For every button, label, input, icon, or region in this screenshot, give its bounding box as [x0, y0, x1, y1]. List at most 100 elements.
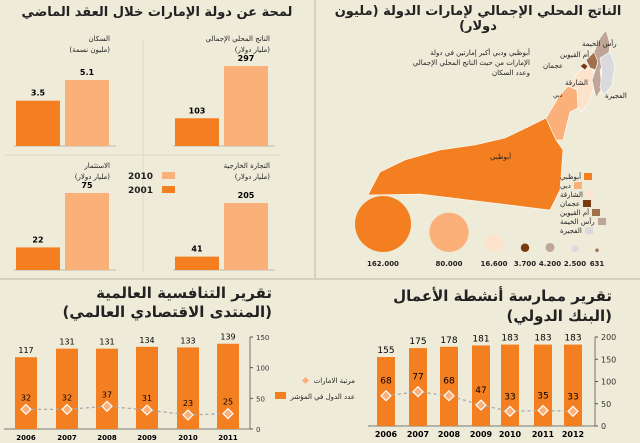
bar-label: 205 [238, 191, 255, 200]
bar-2012 [564, 344, 582, 426]
rank-marker [412, 385, 424, 398]
rank-marker [504, 405, 516, 418]
legend-2010-label: 2010 [128, 172, 154, 182]
x-tick-label: 2006 [16, 434, 36, 442]
rank-marker [20, 403, 32, 416]
map-label-sharjah: الشارقة [565, 79, 588, 87]
rank-marker [537, 404, 549, 417]
map-label-abudhabi: أبوظبي [490, 153, 512, 161]
bar-value-label: 183 [534, 334, 551, 344]
rank-marker [475, 399, 487, 411]
y-tick-label: 50 [256, 395, 265, 403]
rank-marker [61, 403, 73, 416]
bubble [485, 234, 503, 252]
legend-swatch [584, 227, 593, 234]
bar-2001 [175, 256, 219, 270]
trade-unit: (مليار دولار) [234, 173, 270, 181]
legend-label: رأس الخيمة [560, 217, 595, 226]
x-tick-label: 2008 [97, 434, 117, 442]
y-tick-label: 0 [256, 426, 260, 434]
legend-swatch [597, 218, 606, 225]
map-legend-item: الفجيرة [560, 226, 608, 235]
legend-2001-swatch [162, 186, 176, 193]
map-region-0 [367, 117, 564, 211]
bubble [571, 245, 579, 252]
bar-value-label: 131 [59, 338, 74, 347]
rank-label: 35 [537, 391, 548, 401]
business-title: تقرير ممارسة أنشطة الأعمال [393, 287, 612, 305]
map-label-uaq: أم القيوين [560, 51, 590, 59]
legend-count: عدد الدول في المؤشر [275, 392, 355, 401]
bubble [429, 212, 469, 252]
legend-label: الفجيرة [560, 226, 582, 235]
map-legend-item: أم القيوين [560, 208, 608, 217]
x-tick-label: 2012 [562, 430, 584, 439]
legend-label: عجمان [560, 199, 581, 208]
map-legend-item: أبوظبي [560, 172, 608, 181]
rank-label: 33 [504, 392, 515, 402]
map-legend: أبوظبي دبي الشارقة عجمان أم القيوين رأس الخيم… [560, 172, 608, 235]
bar-label: 5.1 [80, 68, 95, 77]
bar-2001 [175, 118, 219, 146]
bar-2011 [217, 343, 239, 429]
y-tick-label: 150 [601, 355, 616, 364]
rank-label: 23 [183, 399, 193, 408]
bubble-label: 80.000 [435, 260, 462, 268]
legend-rank-label: مرتبة الامارات [313, 377, 355, 385]
rank-label: 37 [102, 390, 112, 399]
x-tick-label: 2009 [470, 430, 493, 439]
bar-value-label: 131 [99, 338, 114, 347]
x-tick-label: 2010 [178, 434, 198, 442]
bar-label: 75 [81, 181, 93, 190]
bubble-label: 3.700 [514, 260, 536, 268]
rank-label: 32 [62, 393, 72, 402]
bar-2007 [56, 348, 78, 429]
bubble [355, 196, 411, 252]
population-label: السكان [88, 35, 110, 43]
bar-value-label: 133 [180, 336, 195, 345]
legend-label: الشارقة [560, 190, 583, 199]
bar-2010 [224, 66, 268, 146]
bubble [595, 248, 599, 252]
map-legend-item: الشارقة [560, 190, 608, 199]
y-tick-label: 0 [601, 422, 606, 431]
bubble-label: 631 [590, 260, 605, 268]
legend-label: أبوظبي [560, 172, 582, 181]
x-tick-label: 2006 [375, 430, 398, 439]
legend-swatch [583, 200, 592, 207]
bar-value-label: 175 [409, 337, 426, 347]
legend-swatch [584, 173, 593, 180]
x-tick-label: 2009 [137, 434, 157, 442]
rank-label: 77 [412, 373, 423, 383]
bar-value-label: 134 [139, 336, 154, 345]
competitiveness-subtitle: (المنتدى الاقتصادي العالمي) [62, 303, 273, 321]
bubble [545, 242, 555, 253]
rank-label: 68 [380, 377, 392, 387]
bar-label: 41 [191, 245, 203, 254]
y-tick-label: 50 [601, 400, 611, 409]
bar-2010 [224, 203, 268, 270]
x-tick-label: 2007 [57, 434, 77, 442]
rank-label: 31 [142, 394, 152, 403]
bubble-label: 16.600 [480, 260, 507, 268]
map-region-6 [599, 51, 616, 96]
bar-label: 103 [189, 106, 206, 115]
rank-marker [380, 389, 392, 402]
y-tick-label: 150 [256, 334, 269, 342]
x-tick-label: 2010 [499, 430, 522, 439]
population-unit: (مليون نسمة) [69, 46, 110, 54]
bar-value-label: 117 [18, 346, 33, 355]
rank-marker [443, 389, 455, 402]
x-tick-label: 2008 [438, 430, 461, 439]
bar-2001 [16, 100, 60, 146]
bubble-label: 4.200 [539, 260, 561, 268]
bar-2009 [136, 346, 158, 429]
map-legend-item: عجمان [560, 199, 608, 208]
legend-swatch [573, 182, 582, 189]
y-tick-label: 100 [601, 378, 616, 387]
bar-2010 [65, 80, 109, 146]
legend-label: دبي [560, 181, 571, 190]
bar-2011 [534, 344, 552, 426]
map-label-rak: رأس الخيمة [582, 40, 617, 48]
map-legend-item: رأس الخيمة [560, 217, 608, 226]
